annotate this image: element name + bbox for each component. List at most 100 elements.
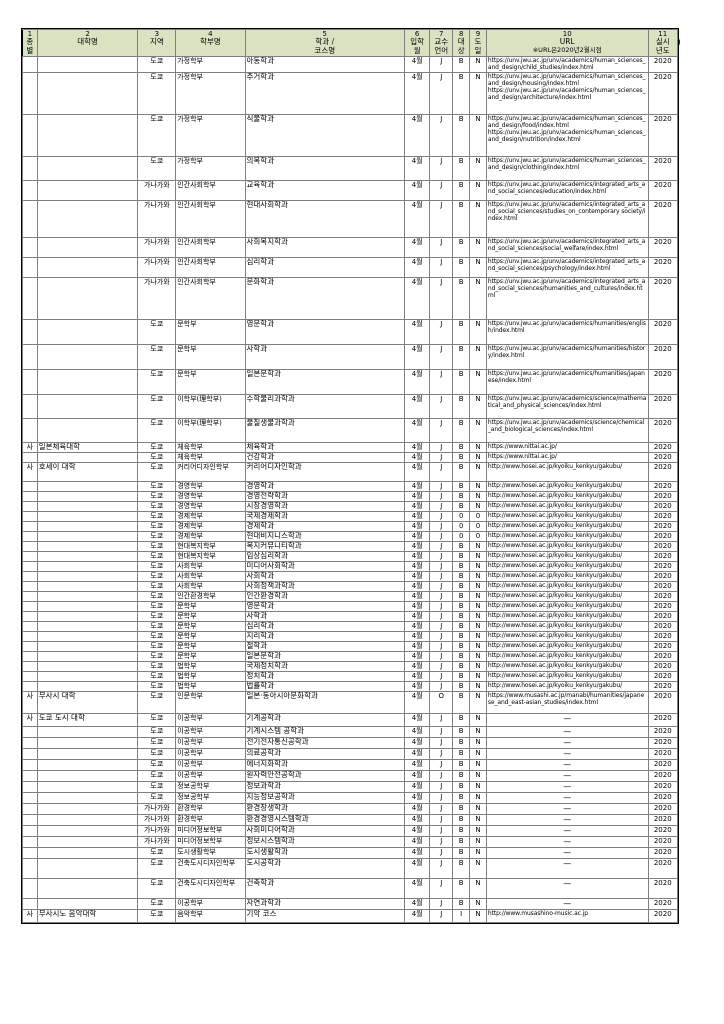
table-row: 도쿄 이공학부 자연과학과 4월 J B N — 2020 [22,897,679,910]
cell-url[interactable]: http://www.hosei.ac.jp/kyoiku_kenkyu/gak… [485,640,649,652]
url-link[interactable]: https://unv.jwu.ac.jp/unv/academics/scie… [487,394,647,410]
url-link[interactable]: https://unv.jwu.ac.jp/unv/academics/inte… [487,237,646,253]
cell-type [22,71,38,115]
url-link[interactable]: https://unv.jwu.ac.jp/unv/academics/huma… [487,129,646,144]
url-link[interactable]: http://www.hosei.ac.jp/kyoiku_kenkyu/gak… [487,621,623,629]
cell-url[interactable]: https://unv.jwu.ac.jp/unv/academics/huma… [485,368,649,395]
url-link[interactable]: http://www.hosei.ac.jp/kyoiku_kenkyu/gak… [487,631,623,639]
url-link[interactable]: https://unv.jwu.ac.jp/unv/academics/huma… [487,156,646,172]
cell-url[interactable]: http://www.hosei.ac.jp/kyoiku_kenkyu/gak… [485,480,649,492]
cell-url[interactable]: http://www.hosei.ac.jp/kyoiku_kenkyu/gak… [485,660,649,672]
cell-url[interactable]: https://unv.jwu.ac.jp/unv/academics/scie… [485,393,649,419]
cell-url[interactable]: http://www.hosei.ac.jp/kyoiku_kenkyu/gak… [485,580,649,592]
cell-url[interactable]: http://www.hosei.ac.jp/kyoiku_kenkyu/gak… [485,600,649,612]
cell-url[interactable]: http://www.hosei.ac.jp/kyoiku_kenkyu/gak… [485,680,649,692]
cell-url[interactable]: https://unv.jwu.ac.jp/unv/academics/huma… [485,113,649,157]
cell-language: J [429,650,454,662]
cell-url[interactable]: https://www.musashi.ac.jp/manabi/humanit… [485,690,649,714]
url-link[interactable]: https://www.nittai.ac.jp/ [487,452,557,460]
url-link[interactable]: https://unv.jwu.ac.jp/unv/academics/huma… [487,87,646,102]
url-link[interactable]: http://www.hosei.ac.jp/kyoiku_kenkyu/gak… [487,481,623,489]
url-link[interactable]: http://www.hosei.ac.jp/kyoiku_kenkyu/gak… [487,561,623,569]
cell-url[interactable]: https://unv.jwu.ac.jp/unv/academics/inte… [485,236,649,258]
url-placeholder: — [563,825,572,835]
url-link[interactable]: http://www.hosei.ac.jp/kyoiku_kenkyu/gak… [487,671,623,679]
url-link[interactable]: http://www.hosei.ac.jp/kyoiku_kenkyu/gak… [487,521,623,529]
url-link[interactable]: https://unv.jwu.ac.jp/unv/academics/inte… [487,200,646,223]
cell-url[interactable]: https://unv.jwu.ac.jp/unv/academics/inte… [485,256,649,278]
url-link[interactable]: https://unv.jwu.ac.jp/unv/academics/huma… [487,72,646,88]
cell-url[interactable]: http://www.hosei.ac.jp/kyoiku_kenkyu/gak… [485,670,649,682]
cell-url[interactable]: https://unv.jwu.ac.jp/unv/academics/huma… [485,343,649,370]
url-link[interactable]: http://www.hosei.ac.jp/kyoiku_kenkyu/gak… [487,501,623,509]
cell-url[interactable]: http://www.hosei.ac.jp/kyoiku_kenkyu/gak… [485,570,649,582]
cell-url[interactable]: https://unv.jwu.ac.jp/unv/academics/huma… [485,55,649,73]
cell-year: 2020 [647,791,679,804]
url-link[interactable]: http://www.hosei.ac.jp/kyoiku_kenkyu/gak… [487,601,623,609]
cell-entry-month: 4월 [404,877,431,899]
url-link[interactable]: http://www.hosei.ac.jp/kyoiku_kenkyu/gak… [487,491,623,499]
cell-region: 도쿄 [137,510,177,522]
url-link[interactable]: http://www.hosei.ac.jp/kyoiku_kenkyu/gak… [487,581,623,589]
cell-url[interactable]: http://www.hosei.ac.jp/kyoiku_kenkyu/gak… [485,530,649,542]
cell-url[interactable]: http://www.musashino-music.ac.jp [485,908,649,923]
header-cell-year: 11 실시 년도 [647,29,679,57]
url-link[interactable]: https://unv.jwu.ac.jp/unv/academics/huma… [487,344,646,360]
url-link[interactable]: http://www.hosei.ac.jp/kyoiku_kenkyu/gak… [487,531,623,539]
cell-url[interactable]: http://www.hosei.ac.jp/kyoiku_kenkyu/gak… [485,461,649,482]
url-link[interactable]: http://www.hosei.ac.jp/kyoiku_kenkyu/gak… [487,611,623,619]
cell-url[interactable]: https://unv.jwu.ac.jp/unv/academics/huma… [485,318,649,345]
cell-url[interactable]: https://unv.jwu.ac.jp/unv/academics/inte… [485,276,649,320]
cell-department: 도시생활학과 [244,846,406,859]
cell-url[interactable]: https://unv.jwu.ac.jp/unv/academics/inte… [485,199,649,238]
cell-url[interactable]: http://www.hosei.ac.jp/kyoiku_kenkyu/gak… [485,620,649,632]
cell-entry-month: 4월 [404,441,431,453]
cell-url[interactable]: http://www.hosei.ac.jp/kyoiku_kenkyu/gak… [485,550,649,562]
cell-entry-month: 4월 [404,318,431,345]
cell-url[interactable]: http://www.hosei.ac.jp/kyoiku_kenkyu/gak… [485,610,649,622]
header-row: 1 종 별 2 대학명 3 지역 4 학부명 5 학과 [22,29,679,57]
url-link[interactable]: http://www.musashino-music.ac.jp [487,909,588,917]
url-link[interactable]: http://www.hosei.ac.jp/kyoiku_kenkyu/gak… [487,511,623,519]
url-link[interactable]: https://unv.jwu.ac.jp/unv/academics/scie… [487,418,645,434]
url-link[interactable]: https://unv.jwu.ac.jp/unv/academics/huma… [487,319,646,335]
cell-url[interactable]: http://www.hosei.ac.jp/kyoiku_kenkyu/gak… [485,520,649,532]
cell-university-name [36,747,139,760]
cell-url[interactable]: http://www.hosei.ac.jp/kyoiku_kenkyu/gak… [485,500,649,512]
url-link[interactable]: https://unv.jwu.ac.jp/unv/academics/inte… [487,277,646,300]
cell-url[interactable]: http://www.hosei.ac.jp/kyoiku_kenkyu/gak… [485,540,649,552]
url-link[interactable]: http://www.hosei.ac.jp/kyoiku_kenkyu/gak… [487,541,623,549]
cell-region: 가나가와 [137,179,177,201]
cell-region: 도쿄 [137,540,177,552]
url-link[interactable]: http://www.hosei.ac.jp/kyoiku_kenkyu/gak… [487,591,623,599]
url-link[interactable]: http://www.hosei.ac.jp/kyoiku_kenkyu/gak… [487,681,623,689]
url-link[interactable]: https://unv.jwu.ac.jp/unv/academics/huma… [487,56,646,72]
cell-url[interactable]: http://www.hosei.ac.jp/kyoiku_kenkyu/gak… [485,490,649,502]
url-link[interactable]: https://www.musashi.ac.jp/manabi/humanit… [487,691,645,707]
cell-url[interactable]: http://www.hosei.ac.jp/kyoiku_kenkyu/gak… [485,650,649,662]
cell-url[interactable]: http://www.hosei.ac.jp/kyoiku_kenkyu/gak… [485,560,649,572]
url-link[interactable]: https://unv.jwu.ac.jp/unv/academics/inte… [487,257,646,273]
url-link[interactable]: https://unv.jwu.ac.jp/unv/academics/inte… [487,180,646,196]
cell-url[interactable]: https://unv.jwu.ac.jp/unv/academics/scie… [485,417,649,443]
url-link[interactable]: http://www.hosei.ac.jp/kyoiku_kenkyu/gak… [487,641,623,649]
cell-url[interactable]: http://www.hosei.ac.jp/kyoiku_kenkyu/gak… [485,510,649,522]
url-link[interactable]: http://www.hosei.ac.jp/kyoiku_kenkyu/gak… [487,571,623,579]
cell-university-name [36,393,139,419]
cell-url[interactable]: http://www.hosei.ac.jp/kyoiku_kenkyu/gak… [485,630,649,642]
cell-url[interactable]: https://unv.jwu.ac.jp/unv/academics/huma… [485,155,649,181]
cell-url[interactable]: https://www.nittai.ac.jp/ [485,441,649,453]
url-link[interactable]: http://www.hosei.ac.jp/kyoiku_kenkyu/gak… [487,462,623,470]
cell-url[interactable]: http://www.hosei.ac.jp/kyoiku_kenkyu/gak… [485,590,649,602]
cell-entry-month: 4월 [404,791,431,804]
cell-region: 도쿄 [137,747,177,760]
url-link[interactable]: https://unv.jwu.ac.jp/unv/academics/huma… [487,369,645,385]
cell-url[interactable]: https://www.nittai.ac.jp/ [485,451,649,463]
url-link[interactable]: http://www.hosei.ac.jp/kyoiku_kenkyu/gak… [487,551,623,559]
url-link[interactable]: http://www.hosei.ac.jp/kyoiku_kenkyu/gak… [487,651,623,659]
url-link[interactable]: https://www.nittai.ac.jp/ [487,442,557,450]
cell-url[interactable]: https://unv.jwu.ac.jp/unv/academics/inte… [485,179,649,201]
cell-url[interactable]: https://unv.jwu.ac.jp/unv/academics/huma… [485,71,649,115]
url-link[interactable]: https://unv.jwu.ac.jp/unv/academics/huma… [487,114,646,130]
url-link[interactable]: http://www.hosei.ac.jp/kyoiku_kenkyu/gak… [487,661,623,669]
